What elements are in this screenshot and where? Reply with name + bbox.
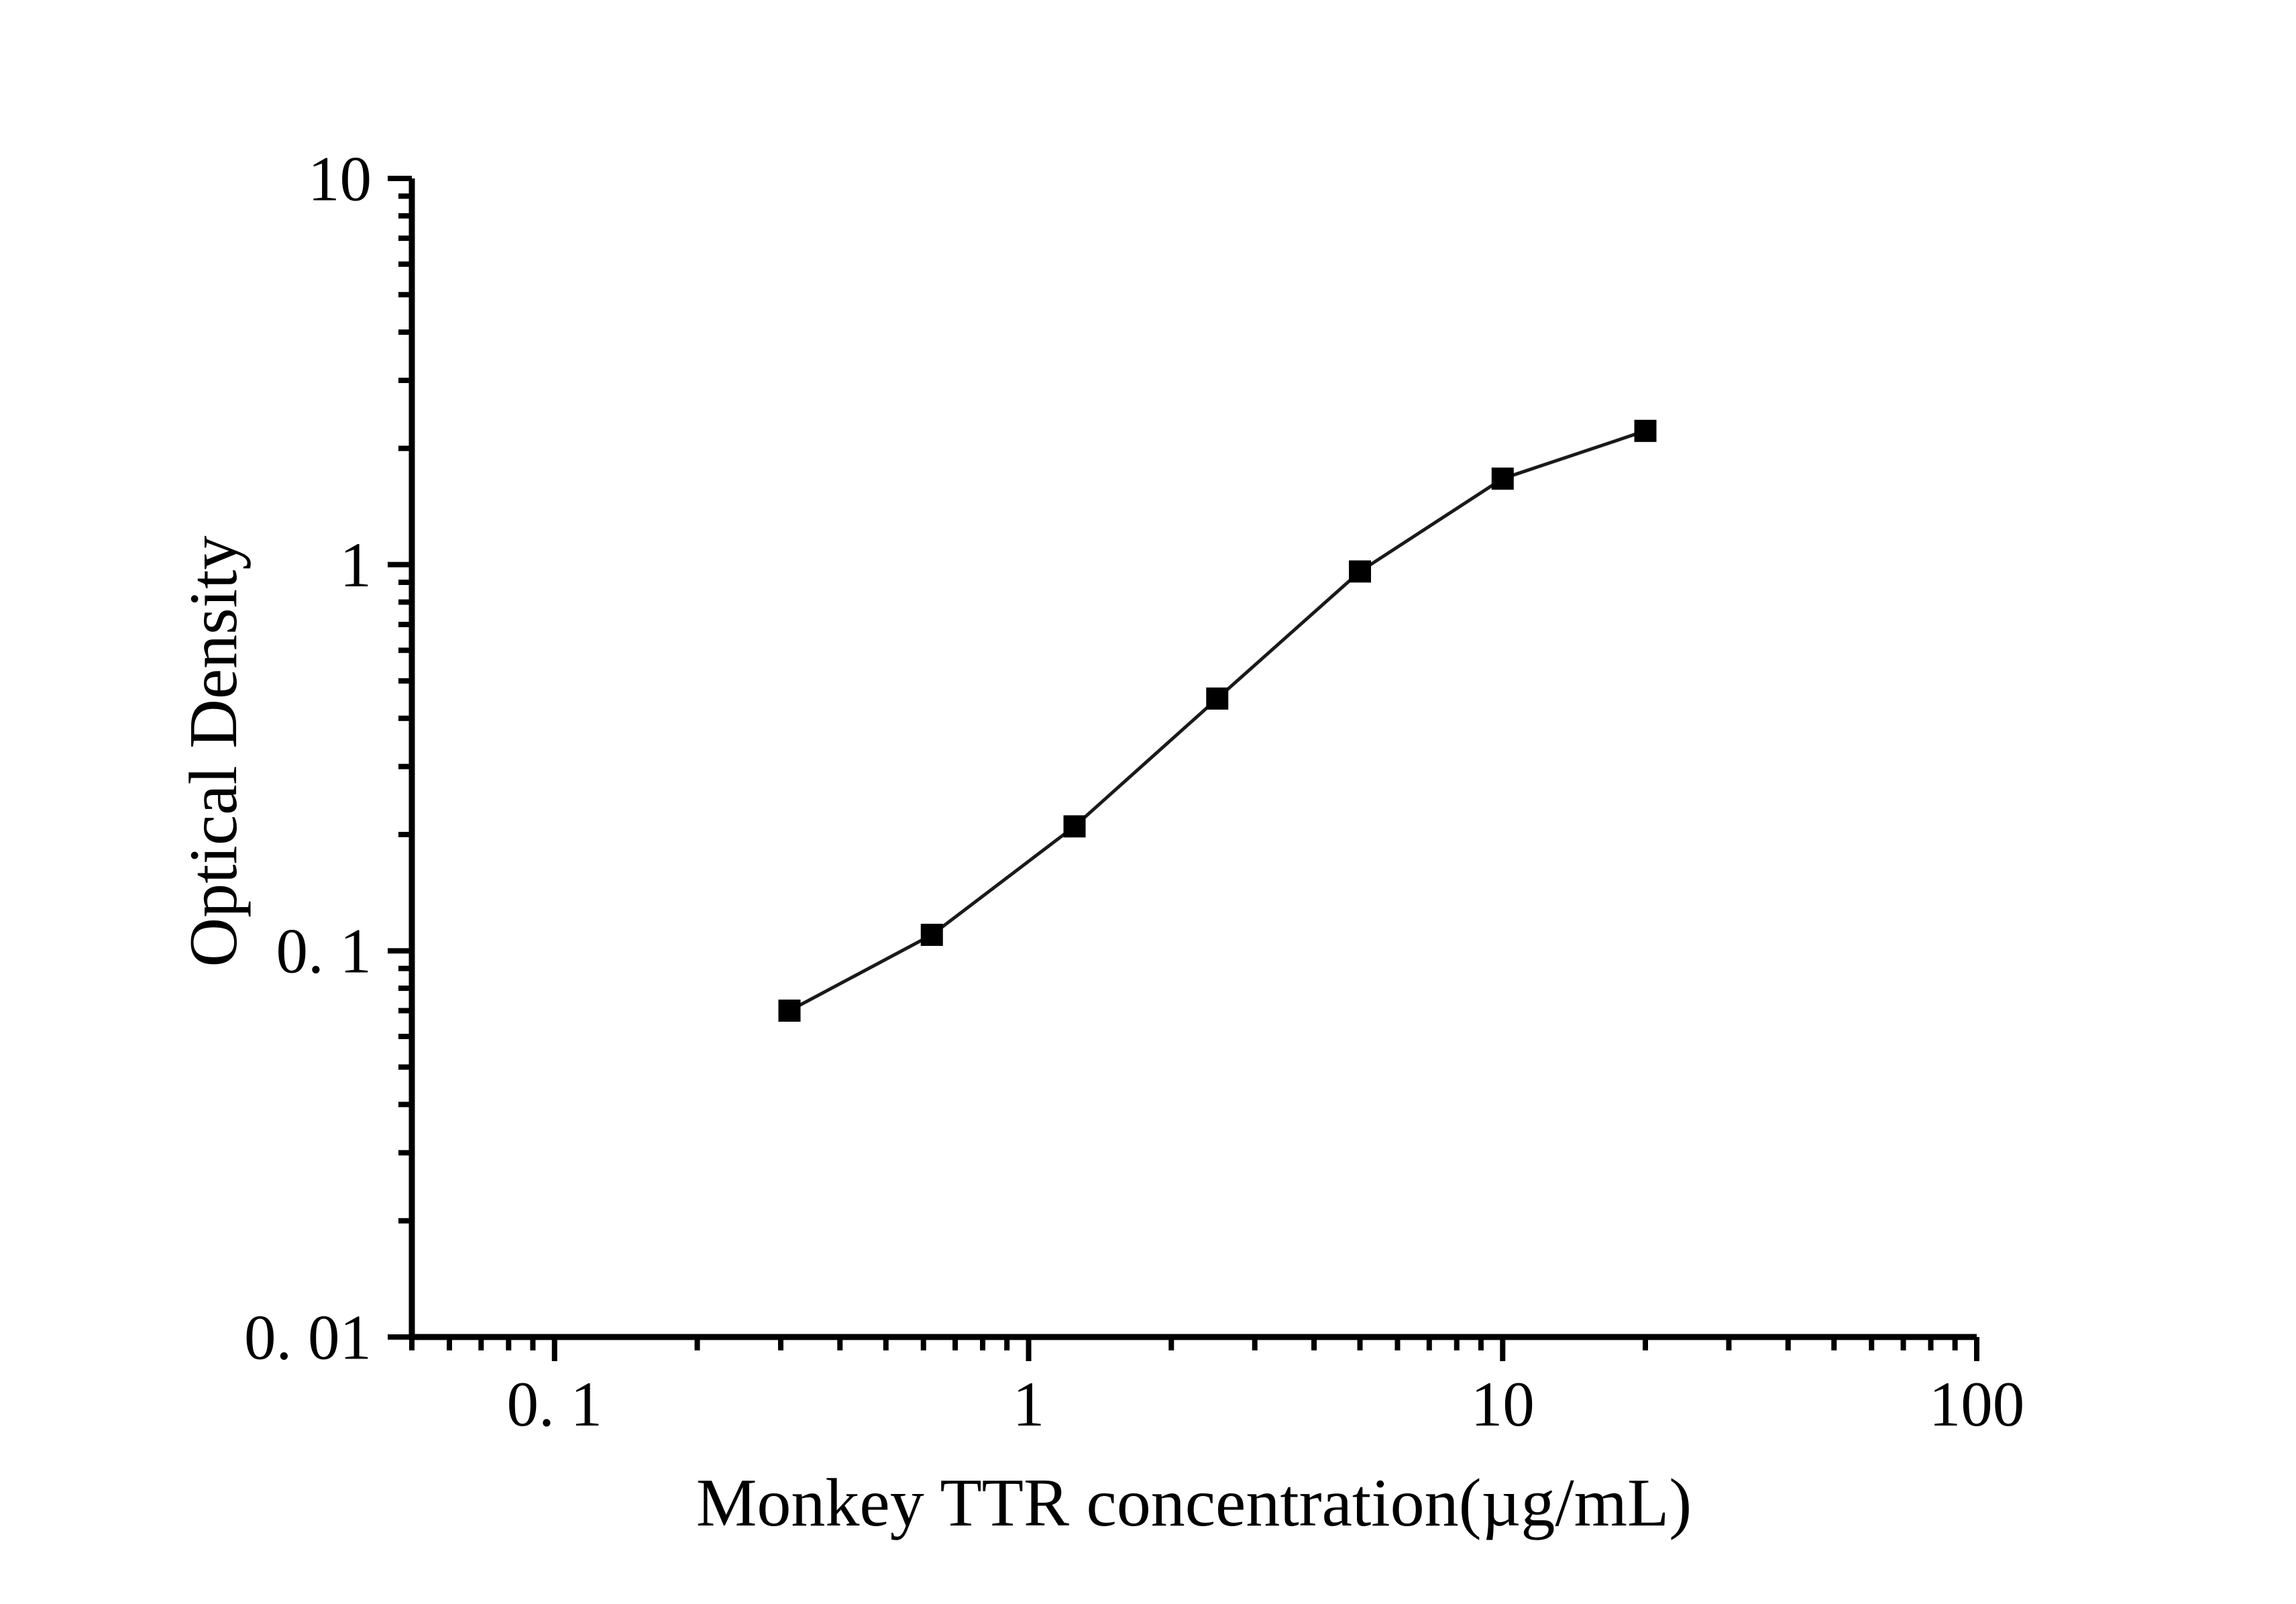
y-tick-label: 1 bbox=[340, 529, 372, 600]
data-series bbox=[778, 419, 1657, 1022]
x-axis-title: Monkey TTR concentration(µg/mL) bbox=[696, 1465, 1692, 1541]
x-tick-label: 10 bbox=[1471, 1369, 1535, 1440]
x-tick-label: 0. 1 bbox=[507, 1369, 603, 1440]
y-tick-label: 10 bbox=[308, 143, 372, 214]
y-tick-label: 0. 1 bbox=[276, 916, 372, 987]
data-point-marker bbox=[1491, 467, 1514, 490]
y-axis-title: Optical Density bbox=[176, 535, 252, 967]
x-tick-label: 1 bbox=[1013, 1369, 1045, 1440]
data-point-marker bbox=[1206, 687, 1229, 710]
data-point-marker bbox=[1063, 815, 1086, 838]
y-tick-label: 0. 01 bbox=[244, 1301, 372, 1373]
axes bbox=[408, 178, 1977, 1340]
axis-ticks bbox=[388, 176, 1979, 1361]
data-point-marker bbox=[1348, 560, 1371, 583]
data-point-marker bbox=[778, 1000, 801, 1022]
x-tick-label: 100 bbox=[1929, 1369, 2025, 1440]
data-point-marker bbox=[1634, 419, 1657, 442]
data-point-marker bbox=[920, 924, 943, 947]
axis-tick-labels: 0. 1 1 10 100 0. 01 0. 1 1 10 bbox=[244, 143, 2024, 1440]
